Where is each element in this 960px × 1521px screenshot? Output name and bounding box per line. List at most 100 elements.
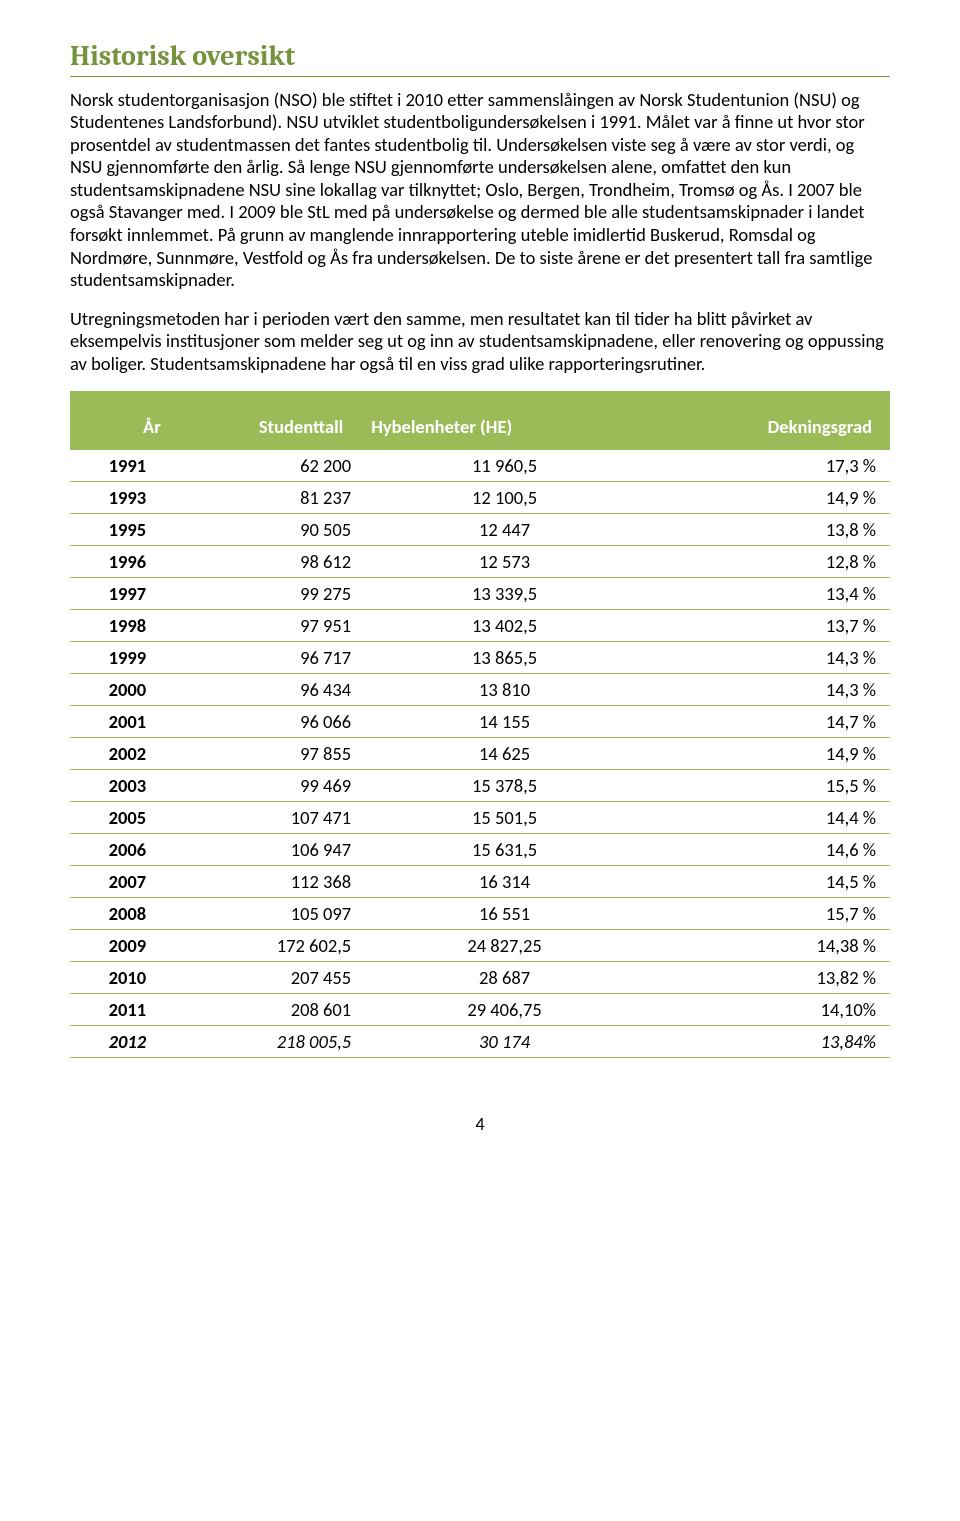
- table-cell: 14 155: [365, 706, 644, 738]
- table-cell: 13 865,5: [365, 642, 644, 674]
- table-cell: 1993: [70, 482, 185, 514]
- table-row: 2008105 09716 55115,7 %: [70, 898, 890, 930]
- table-row: 199381 23712 100,514,9 %: [70, 482, 890, 514]
- table-cell: 1991: [70, 449, 185, 482]
- table-cell: 105 097: [185, 898, 365, 930]
- table-row: 199698 61212 57312,8 %: [70, 546, 890, 578]
- table-cell: 99 469: [185, 770, 365, 802]
- table-cell: 13 810: [365, 674, 644, 706]
- col-header-hybelenheter: Hybelenheter (HE): [365, 405, 644, 449]
- col-header-year: År: [70, 405, 185, 449]
- table-row: 199799 27513 339,513,4 %: [70, 578, 890, 610]
- table-cell: 2011: [70, 994, 185, 1026]
- table-row: 200297 85514 62514,9 %: [70, 738, 890, 770]
- table-cell: 14,3 %: [644, 674, 890, 706]
- table-cell: 2001: [70, 706, 185, 738]
- table-cell: 30 174: [365, 1026, 644, 1058]
- table-cell: 208 601: [185, 994, 365, 1026]
- table-cell: 17,3 %: [644, 449, 890, 482]
- table-cell: 98 612: [185, 546, 365, 578]
- table-cell: 97 951: [185, 610, 365, 642]
- table-cell: 12 447: [365, 514, 644, 546]
- table-cell: 1996: [70, 546, 185, 578]
- table-row: 2012218 005,530 17413,84%: [70, 1026, 890, 1058]
- table-cell: 2003: [70, 770, 185, 802]
- table-row: 199996 71713 865,514,3 %: [70, 642, 890, 674]
- table-row: 2007112 36816 31414,5 %: [70, 866, 890, 898]
- table-cell: 29 406,75: [365, 994, 644, 1026]
- table-cell: 2007: [70, 866, 185, 898]
- table-row: 200096 43413 81014,3 %: [70, 674, 890, 706]
- table-row: 199590 50512 44713,8 %: [70, 514, 890, 546]
- table-cell: 2012: [70, 1026, 185, 1058]
- paragraph-1: Norsk studentorganisasjon (NSO) ble stif…: [70, 89, 890, 292]
- table-cell: 14,10%: [644, 994, 890, 1026]
- table-cell: 15,7 %: [644, 898, 890, 930]
- table-cell: 12 100,5: [365, 482, 644, 514]
- table-cell: 13,8 %: [644, 514, 890, 546]
- table-header-row: År Studenttall Hybelenheter (HE) Dekning…: [70, 405, 890, 449]
- table-row: 2005107 47115 501,514,4 %: [70, 802, 890, 834]
- table-cell: 81 237: [185, 482, 365, 514]
- table-cell: 24 827,25: [365, 930, 644, 962]
- section-heading: Historisk oversikt: [70, 40, 890, 77]
- table-cell: 106 947: [185, 834, 365, 866]
- table-cell: 14,9 %: [644, 738, 890, 770]
- table-header-spacer: [70, 391, 890, 405]
- table-cell: 15 501,5: [365, 802, 644, 834]
- table-cell: 11 960,5: [365, 449, 644, 482]
- table-cell: 13,4 %: [644, 578, 890, 610]
- table-row: 2010207 45528 68713,82 %: [70, 962, 890, 994]
- table-cell: 12 573: [365, 546, 644, 578]
- table-cell: 62 200: [185, 449, 365, 482]
- table-cell: 96 717: [185, 642, 365, 674]
- table-cell: 14,6 %: [644, 834, 890, 866]
- table-cell: 13,82 %: [644, 962, 890, 994]
- historical-table: År Studenttall Hybelenheter (HE) Dekning…: [70, 391, 890, 1058]
- paragraph-2: Utregningsmetoden har i perioden vært de…: [70, 308, 890, 376]
- table-cell: 107 471: [185, 802, 365, 834]
- table-cell: 1997: [70, 578, 185, 610]
- table-cell: 14 625: [365, 738, 644, 770]
- table-cell: 2000: [70, 674, 185, 706]
- table-cell: 2006: [70, 834, 185, 866]
- table-cell: 12,8 %: [644, 546, 890, 578]
- table-row: 200399 46915 378,515,5 %: [70, 770, 890, 802]
- table-cell: 90 505: [185, 514, 365, 546]
- table-cell: 2008: [70, 898, 185, 930]
- table-cell: 218 005,5: [185, 1026, 365, 1058]
- table-cell: 96 066: [185, 706, 365, 738]
- table-row: 2009172 602,524 827,2514,38 %: [70, 930, 890, 962]
- table-cell: 172 602,5: [185, 930, 365, 962]
- table-row: 2006106 94715 631,514,6 %: [70, 834, 890, 866]
- table-cell: 2009: [70, 930, 185, 962]
- col-header-dekningsgrad: Dekningsgrad: [644, 405, 890, 449]
- table-cell: 112 368: [185, 866, 365, 898]
- page-container: Historisk oversikt Norsk studentorganisa…: [0, 0, 960, 1185]
- table-cell: 14,3 %: [644, 642, 890, 674]
- table-cell: 2002: [70, 738, 185, 770]
- table-cell: 14,38 %: [644, 930, 890, 962]
- table-cell: 14,5 %: [644, 866, 890, 898]
- table-row: 199897 95113 402,513,7 %: [70, 610, 890, 642]
- table-cell: 13 339,5: [365, 578, 644, 610]
- table-cell: 13,7 %: [644, 610, 890, 642]
- table-row: 200196 06614 15514,7 %: [70, 706, 890, 738]
- table-cell: 15 631,5: [365, 834, 644, 866]
- table-cell: 2005: [70, 802, 185, 834]
- table-cell: 16 314: [365, 866, 644, 898]
- table-cell: 28 687: [365, 962, 644, 994]
- table-cell: 207 455: [185, 962, 365, 994]
- table-row: 2011208 60129 406,7514,10%: [70, 994, 890, 1026]
- table-cell: 96 434: [185, 674, 365, 706]
- table-body: 199162 20011 960,517,3 %199381 23712 100…: [70, 449, 890, 1058]
- table-cell: 15,5 %: [644, 770, 890, 802]
- table-cell: 1998: [70, 610, 185, 642]
- table-cell: 14,7 %: [644, 706, 890, 738]
- table-cell: 97 855: [185, 738, 365, 770]
- table-cell: 99 275: [185, 578, 365, 610]
- page-number: 4: [70, 1113, 890, 1135]
- table-cell: 1995: [70, 514, 185, 546]
- table-cell: 14,9 %: [644, 482, 890, 514]
- table-cell: 13,84%: [644, 1026, 890, 1058]
